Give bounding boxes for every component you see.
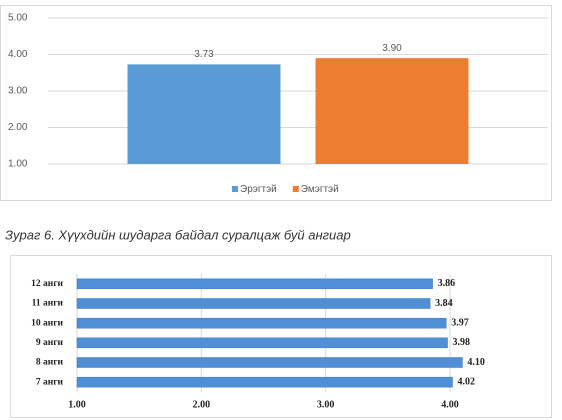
bar [76, 317, 447, 329]
y-tick-label: 7 анги [36, 377, 64, 387]
y-tick-label: 4.00 [8, 49, 28, 60]
value-label: 3.73 [194, 49, 214, 60]
y-tick-label: 3.00 [8, 86, 28, 97]
bar [127, 64, 281, 164]
y-tick-label: 12 анги [31, 279, 63, 289]
bar [76, 337, 448, 349]
y-tick-label: 11 анги [32, 299, 64, 309]
x-tick-label: 2.00 [193, 399, 211, 410]
y-tick-label: 1.00 [8, 159, 28, 170]
bar [76, 298, 431, 309]
y-tick-label: 8 анги [36, 358, 64, 368]
legend-swatch [292, 186, 299, 192]
value-label: 3.90 [382, 43, 402, 54]
bar [76, 278, 433, 290]
x-tick-label: 4.00 [441, 399, 459, 410]
value-label: 3.84 [435, 298, 453, 309]
y-tick-label: 10 анги [31, 318, 63, 328]
caption: Зураг 6. Хүүхдийн шударга байдал суралца… [5, 227, 351, 242]
value-label: 3.97 [451, 317, 469, 328]
y-tick-label: 2.00 [8, 122, 28, 133]
bar [76, 357, 463, 368]
legend-swatch [232, 186, 238, 192]
legend-label: Эрэгтэй [240, 184, 277, 195]
value-label: 3.86 [438, 278, 456, 289]
x-tick-label: 3.00 [317, 399, 335, 410]
value-label: 3.98 [453, 337, 471, 348]
legend-label: Эмэгтэй [301, 184, 339, 195]
bar [76, 376, 453, 388]
y-tick-label: 5.00 [8, 13, 28, 24]
x-tick-label: 1.00 [68, 399, 86, 410]
value-label: 4.02 [457, 376, 475, 387]
bar [315, 58, 469, 164]
y-tick-label: 9 анги [36, 338, 64, 348]
value-label: 4.10 [467, 357, 485, 368]
